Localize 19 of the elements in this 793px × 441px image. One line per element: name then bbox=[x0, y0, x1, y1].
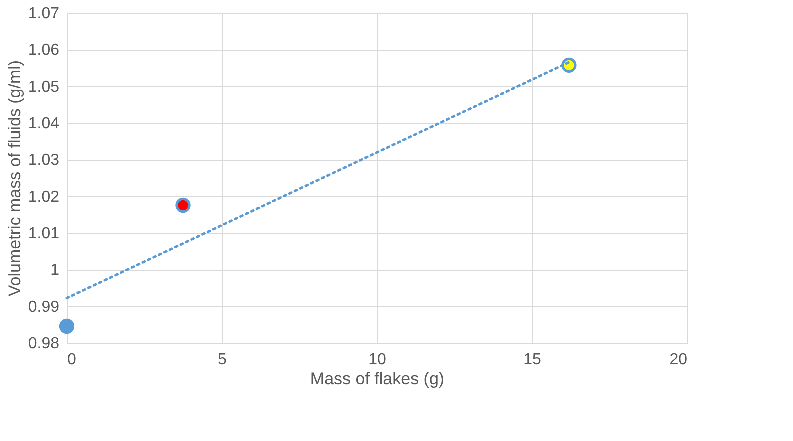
y-tick-label: 0.99 bbox=[28, 298, 60, 316]
point bbox=[176, 198, 191, 214]
y-tick-label: 1.05 bbox=[28, 78, 60, 96]
x-tick-label: 15 bbox=[524, 352, 542, 368]
y-axis-title: Volumetric mass of fluids (g/ml) bbox=[5, 60, 24, 297]
point bbox=[59, 318, 75, 334]
y-tick-label: 1.07 bbox=[28, 6, 60, 22]
y-tick-label: 1.06 bbox=[28, 42, 60, 60]
x-tick-label: 10 bbox=[368, 352, 386, 368]
y-tick-label: 0.98 bbox=[28, 336, 60, 352]
y-tick-label: 1.04 bbox=[28, 116, 60, 132]
y-tick-label: 1 bbox=[50, 262, 60, 280]
x-tick-label: 0 bbox=[68, 352, 76, 368]
y-tick-label: 1.02 bbox=[28, 188, 60, 206]
y-tick-label: 1.01 bbox=[28, 226, 60, 242]
y-tick-label: 1.03 bbox=[28, 152, 60, 170]
x-tick-label: 20 bbox=[670, 352, 688, 368]
x-tick-label: 5 bbox=[218, 352, 228, 368]
x-axis-title: Mass of flakes (g) bbox=[310, 370, 445, 388]
